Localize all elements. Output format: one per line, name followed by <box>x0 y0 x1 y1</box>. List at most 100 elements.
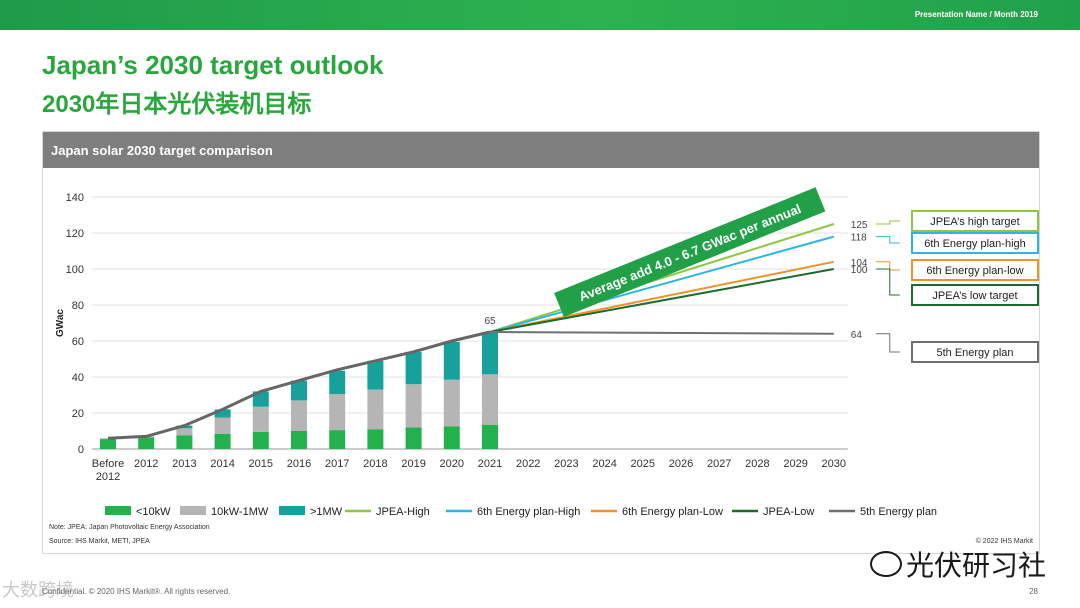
projection-box-label: 5th Energy plan <box>936 347 1013 359</box>
wechat-icon <box>869 551 902 577</box>
x-tick-label: 2012 <box>96 471 120 483</box>
bar-lt10kw <box>100 439 116 449</box>
projection-line-plan6_high <box>489 235 835 333</box>
x-tick-label: 2024 <box>592 458 616 470</box>
bar-mid <box>214 417 231 434</box>
x-tick-label: 2019 <box>401 458 425 470</box>
legend-label: 10kW-1MW <box>211 506 269 518</box>
x-tick-label: Before <box>92 458 124 470</box>
projection-line-plan6_low <box>489 260 835 333</box>
projection-connector <box>875 268 900 296</box>
bar-lt10kw <box>329 430 346 449</box>
bar-mid <box>367 389 384 430</box>
bar-lt10kw <box>291 431 307 449</box>
projection-box-label: 6th Energy plan-high <box>924 238 1026 250</box>
legend-label: 6th Energy plan-Low <box>622 506 723 518</box>
projection-end-label: 104 <box>851 258 868 269</box>
bar-mid <box>405 384 422 428</box>
source-text: Source: IHS Markit, METI, JPEA <box>49 538 150 545</box>
bar-mid <box>100 438 116 440</box>
y-axis-label: GWac <box>55 309 66 337</box>
bar-gt1mw <box>252 391 269 407</box>
legend-label: <10kW <box>136 506 171 518</box>
legend-swatch <box>180 506 206 515</box>
x-tick-label: 2026 <box>669 458 693 470</box>
top-bar: Presentation Name / Month 2019 <box>0 0 1080 30</box>
x-tick-label: 2030 <box>822 458 846 470</box>
legend-label: JPEA-Low <box>763 506 814 518</box>
projection-end-label: 125 <box>851 220 868 231</box>
bar-lt10kw <box>482 424 498 449</box>
chart-panel: Japan solar 2030 target comparison 0 20 40… <box>42 131 1040 554</box>
bar-gt1mw <box>329 370 346 395</box>
watermark-brand: 光伏研习社 <box>869 544 1046 584</box>
x-tick-label: 2023 <box>554 458 578 470</box>
bar-mid <box>252 406 269 432</box>
x-tick-label: 2027 <box>707 458 731 470</box>
projection-connector <box>875 236 900 244</box>
projection-box-label: JPEA’s high target <box>930 216 1019 228</box>
legend-label: >1MW <box>310 506 343 518</box>
x-tick-label: 2025 <box>631 458 655 470</box>
legend-label: JPEA-High <box>376 506 430 518</box>
x-tick-label: 2014 <box>210 458 234 470</box>
y-tick-label: 40 <box>72 372 84 384</box>
y-tick-label: 120 <box>66 228 84 240</box>
x-tick-label: 2012 <box>134 458 158 470</box>
legend-swatch <box>279 506 305 515</box>
x-tick-label: 2021 <box>478 458 502 470</box>
average-add-banner: Average add 4.0 - 6.7 GWac per annual <box>554 187 826 318</box>
y-tick-label: 80 <box>72 300 84 312</box>
page-number: 28 <box>1029 587 1038 596</box>
bar-mid <box>482 374 498 425</box>
bar-mid <box>329 394 346 431</box>
y-tick-label: 20 <box>72 408 84 420</box>
projection-end-label: 100 <box>851 265 868 276</box>
y-tick-label: 0 <box>78 444 84 456</box>
banner-bg <box>554 187 826 318</box>
projection-end-label: 64 <box>851 330 863 341</box>
projection-line-plan5 <box>489 331 834 335</box>
total-installed-line <box>107 330 491 440</box>
x-tick-label: 2018 <box>363 458 387 470</box>
y-tick-label: 60 <box>72 336 84 348</box>
x-tick-label: 2013 <box>172 458 196 470</box>
panel-header: Japan solar 2030 target comparison <box>43 132 1039 168</box>
page-title-english: Japan’s 2030 target outlook <box>42 50 384 80</box>
bar-gt1mw <box>405 351 422 385</box>
watermark-secondary: 大数跨境 <box>2 580 74 601</box>
banner-text: Average add 4.0 - 6.7 GWac per annual <box>577 201 803 304</box>
projection-box-label: JPEA’s low target <box>932 290 1017 302</box>
x-tick-label: 2017 <box>325 458 349 470</box>
bar-mid <box>291 400 307 431</box>
presentation-name: Presentation Name / Month 2019 <box>914 10 1038 19</box>
y-tick-label: 140 <box>66 192 84 204</box>
annotation-2021-value: 65 <box>484 316 496 327</box>
projection-box-label: 6th Energy plan-low <box>926 265 1023 277</box>
projection-box <box>911 210 1039 232</box>
bar-gt1mw <box>482 332 498 375</box>
projection-connector <box>875 261 900 271</box>
bar-mid <box>176 428 193 436</box>
x-tick-label: 2015 <box>249 458 273 470</box>
projection-connector <box>875 333 900 353</box>
x-tick-label: 2028 <box>745 458 769 470</box>
bar-lt10kw <box>443 426 460 449</box>
x-tick-label: 2016 <box>287 458 311 470</box>
watermark-brand-text: 光伏研习社 <box>905 549 1046 582</box>
projection-box <box>911 259 1039 281</box>
bar-lt10kw <box>138 437 155 449</box>
x-tick-label: 2020 <box>440 458 464 470</box>
projection-box <box>911 232 1039 254</box>
projection-end-label: 118 <box>851 233 867 244</box>
projection-line-jpea_low <box>489 268 834 333</box>
legend-label: 5th Energy plan <box>860 506 937 518</box>
bar-gt1mw <box>443 341 460 380</box>
bar-gt1mw <box>291 380 307 401</box>
bar-mid <box>443 379 460 427</box>
bar-gt1mw <box>214 409 231 418</box>
bar-lt10kw <box>367 429 384 449</box>
bar-gt1mw <box>367 360 384 390</box>
y-tick-label: 100 <box>66 264 84 276</box>
